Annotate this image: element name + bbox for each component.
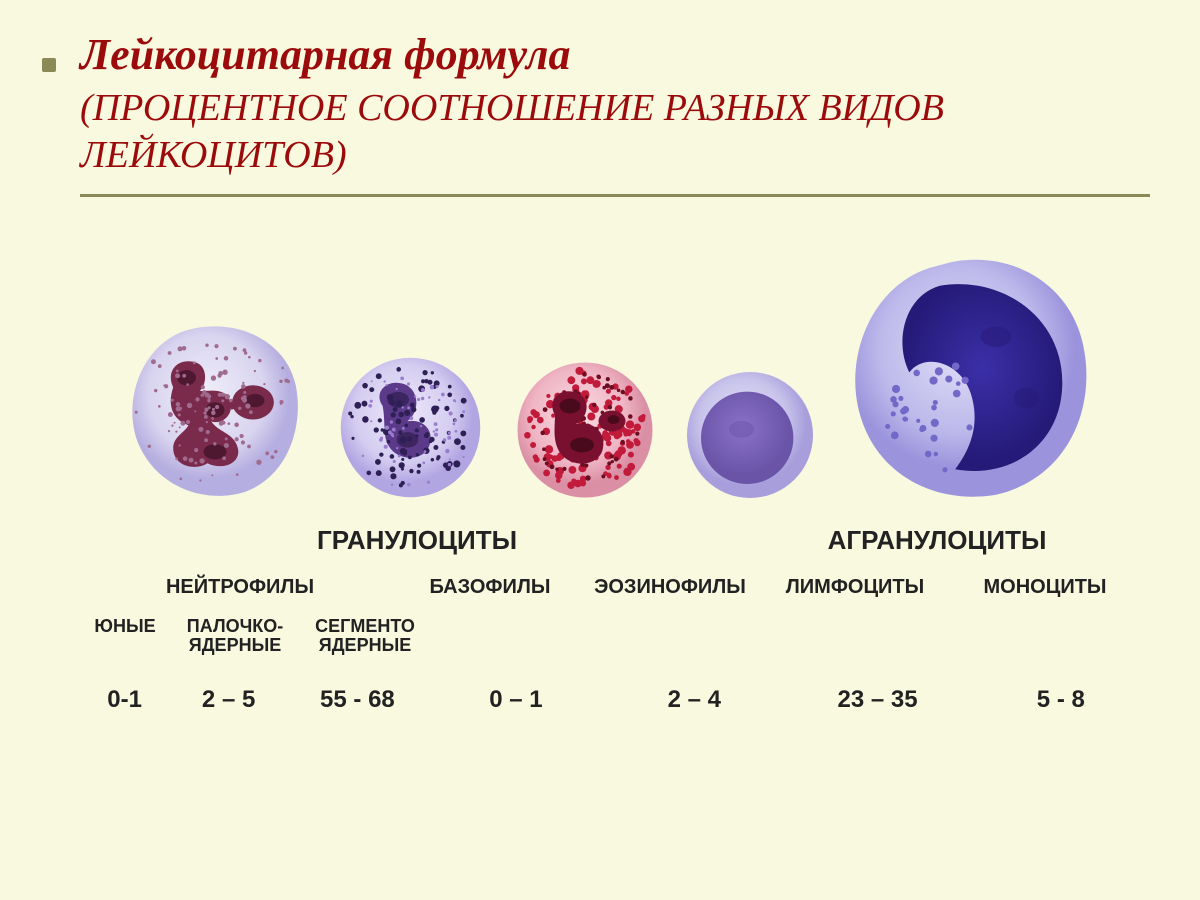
group-row: Гранулоциты Агранулоциты: [80, 525, 1150, 556]
label-neutrophils: Нейтрофилы: [80, 576, 400, 599]
slide-title: Лейкоцитарная формула: [80, 30, 1150, 81]
label-lymphocytes: Лимфоциты: [760, 576, 950, 599]
value-band: 2 – 5: [169, 686, 288, 714]
subtitle-paren-open: (П: [80, 87, 120, 129]
label-eosinophils: Эозинофилы: [580, 576, 760, 599]
label-segmented: Сегменто ядерные: [300, 617, 430, 657]
value-basophils: 0 – 1: [427, 686, 605, 714]
label-young: Юные: [80, 617, 170, 657]
cell-eosinophil-slot: [500, 355, 670, 505]
value-monocytes: 5 - 8: [972, 686, 1150, 714]
value-segmented: 55 - 68: [288, 686, 427, 714]
values-row: 0-1 2 – 5 55 - 68 0 – 1 2 – 4 23 – 35 5 …: [80, 686, 1150, 714]
title-bullet: [42, 58, 56, 72]
cell-monocyte-slot: [830, 250, 1110, 505]
subtitle-paren-close: ): [334, 134, 347, 176]
subtitle-line2: лейкоцитов: [80, 134, 334, 176]
cells-row: [80, 225, 1150, 505]
label-band-l1: Палочко-: [187, 616, 283, 636]
lymphocyte-cell-icon: [680, 365, 820, 505]
value-eosinophils: 2 – 4: [605, 686, 783, 714]
label-band-l2: ядерные: [189, 635, 281, 655]
divider-rule: [80, 194, 1150, 197]
subnames-row: Юные Палочко- ядерные Сегменто ядерные: [80, 617, 1150, 657]
slide-subtitle: (Процентное соотношение разных видов лей…: [80, 85, 1150, 180]
subtitle-line1: роцентное соотношение разных видов: [120, 87, 944, 129]
label-seg-l2: ядерные: [319, 635, 411, 655]
cell-neutrophil-slot: [110, 315, 320, 505]
label-granulocytes: Гранулоциты: [110, 525, 724, 556]
eosinophil-cell-icon: [510, 355, 660, 505]
monocyte-cell-icon: [843, 250, 1098, 505]
label-band: Палочко- ядерные: [170, 617, 300, 657]
cell-basophil-slot: [320, 350, 500, 505]
value-young: 0-1: [80, 686, 169, 714]
label-monocytes: Моноциты: [950, 576, 1140, 599]
label-agranulocytes: Агранулоциты: [724, 525, 1150, 556]
cell-lymphocyte-slot: [670, 365, 830, 505]
value-lymphocytes: 23 – 35: [783, 686, 971, 714]
names-row: Нейтрофилы Базофилы Эозинофилы Лимфоциты…: [80, 576, 1150, 599]
label-seg-l1: Сегменто: [315, 616, 415, 636]
neutrophil-cell-icon: [120, 315, 310, 505]
slide: Лейкоцитарная формула (Процентное соотно…: [0, 0, 1200, 900]
label-basophils: Базофилы: [400, 576, 580, 599]
basophil-cell-icon: [333, 350, 488, 505]
